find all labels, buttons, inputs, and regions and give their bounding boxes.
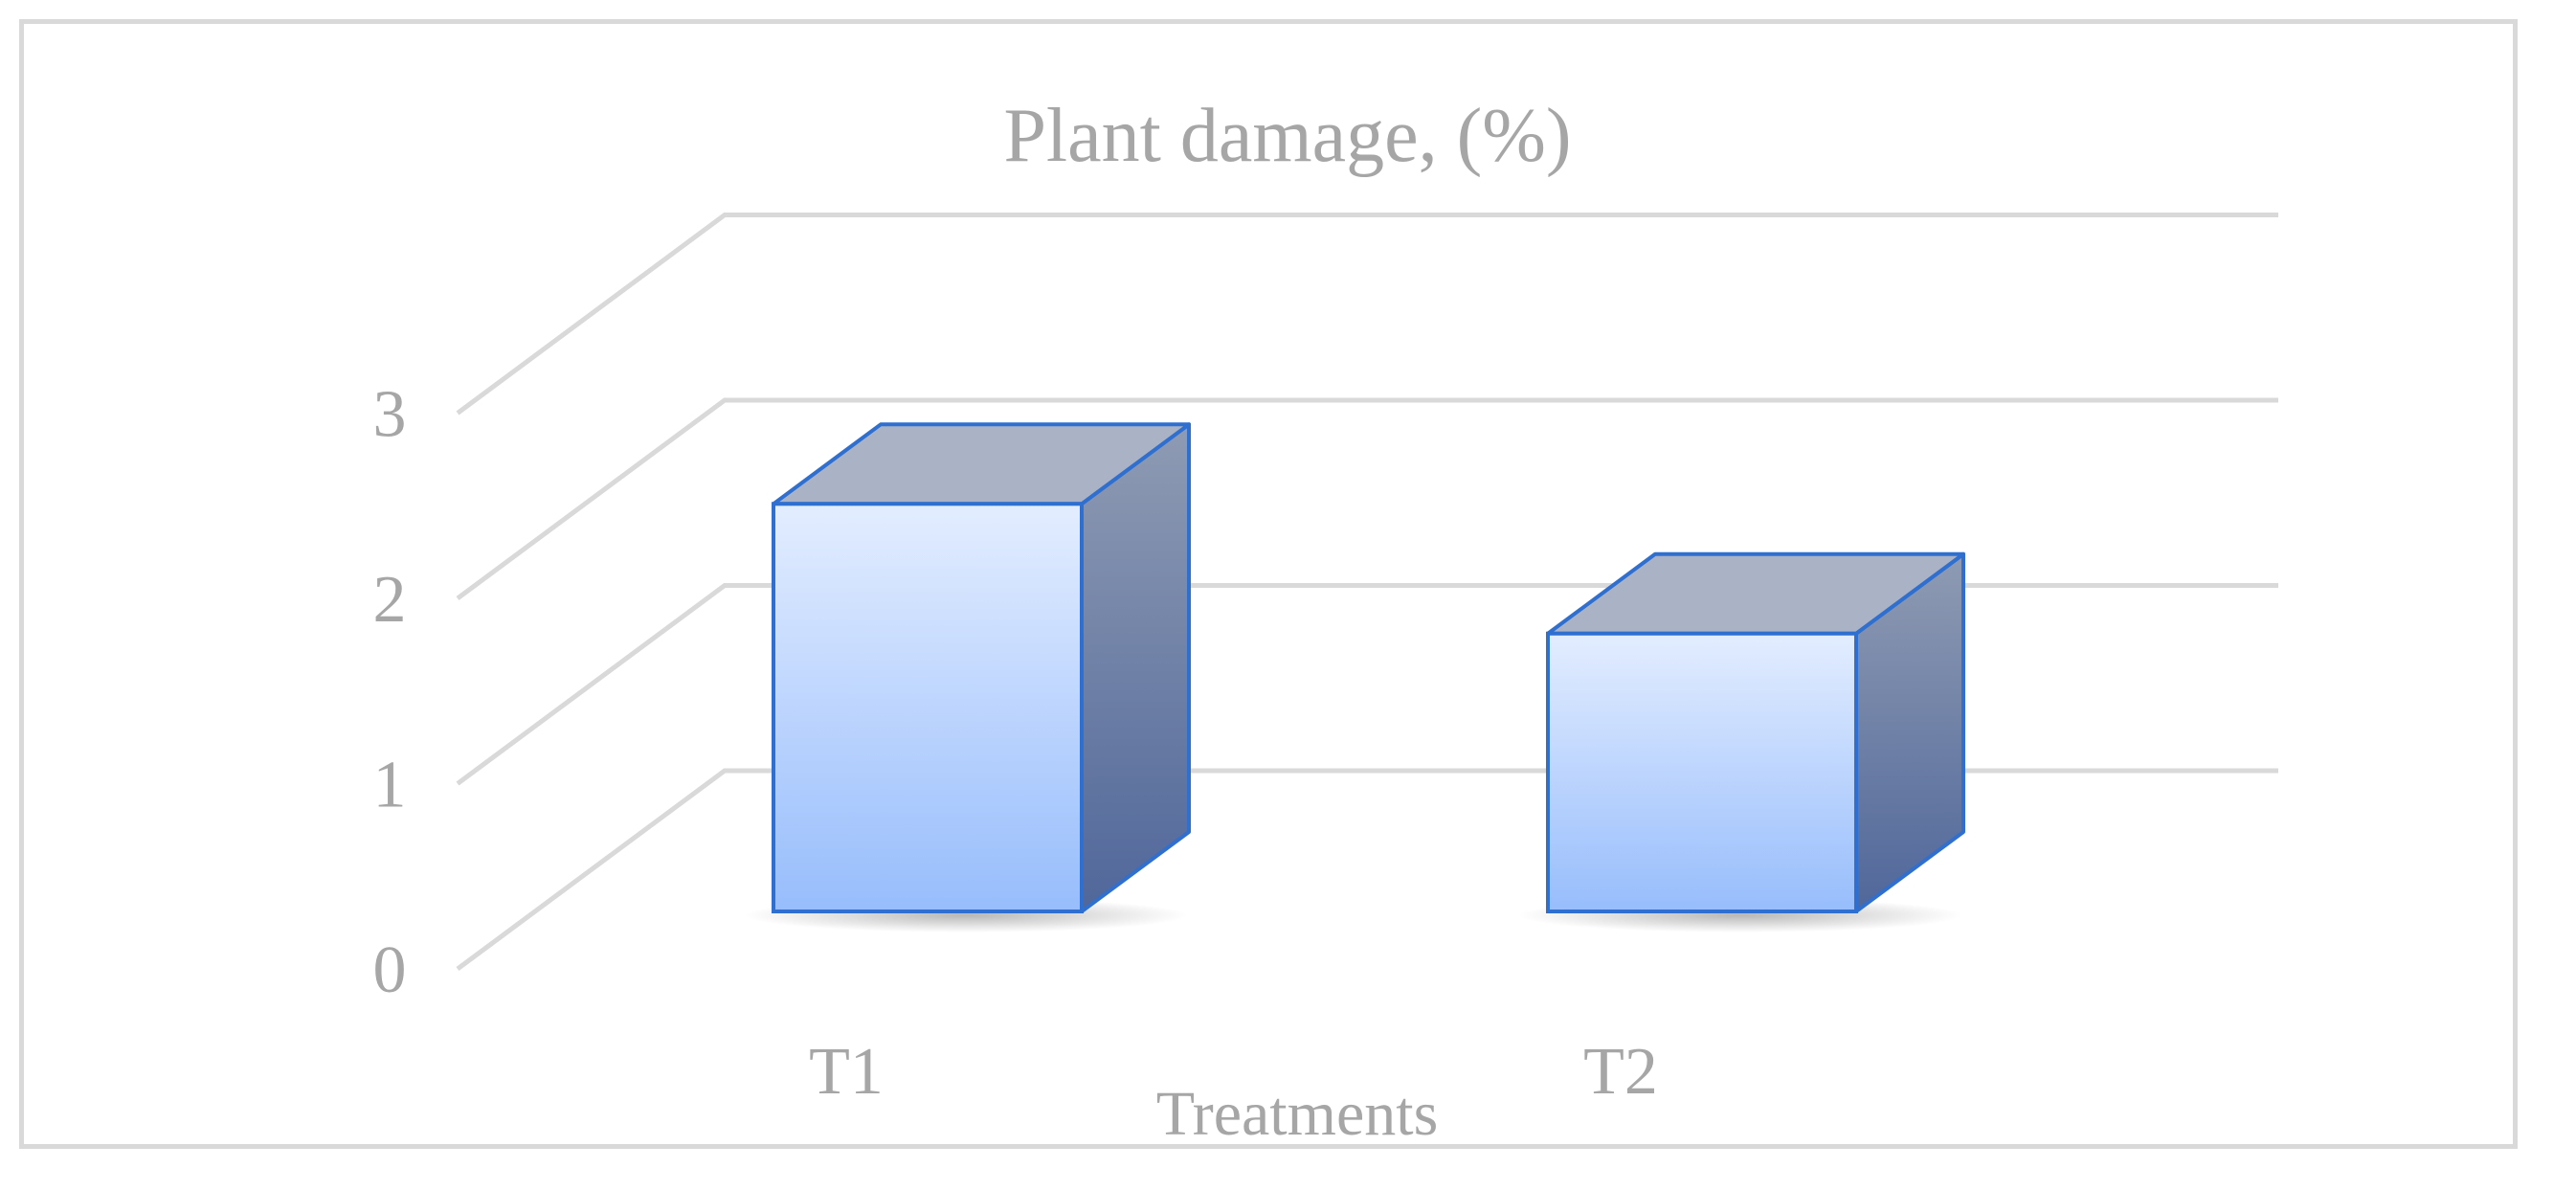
gridline — [456, 583, 2278, 786]
y-tick-label: 2 — [373, 563, 407, 637]
x-tick-label: T1 — [809, 1035, 884, 1109]
gridline — [456, 768, 2278, 972]
bar-T2 — [1518, 551, 1965, 933]
chart-title: Plant damage, (%) — [1003, 94, 1571, 178]
gridlines — [456, 213, 2278, 972]
bars — [744, 422, 1965, 933]
y-tick-label: 1 — [373, 749, 407, 822]
gridline — [456, 213, 2278, 416]
x-tick-label: T2 — [1583, 1035, 1658, 1109]
x-axis-ticks: T1 T2 — [809, 1035, 1658, 1109]
y-tick-label: 0 — [373, 933, 407, 1007]
bar-front-face — [772, 502, 1084, 913]
x-axis-label: Treatments — [1156, 1079, 1439, 1149]
y-tick-label: 3 — [373, 378, 407, 452]
bar-side-face — [1080, 422, 1191, 913]
gridline — [456, 397, 2278, 601]
y-axis-ticks: 0 1 2 3 — [373, 378, 407, 1008]
bar-T1 — [744, 422, 1191, 933]
bar-front-face — [1546, 631, 1858, 913]
